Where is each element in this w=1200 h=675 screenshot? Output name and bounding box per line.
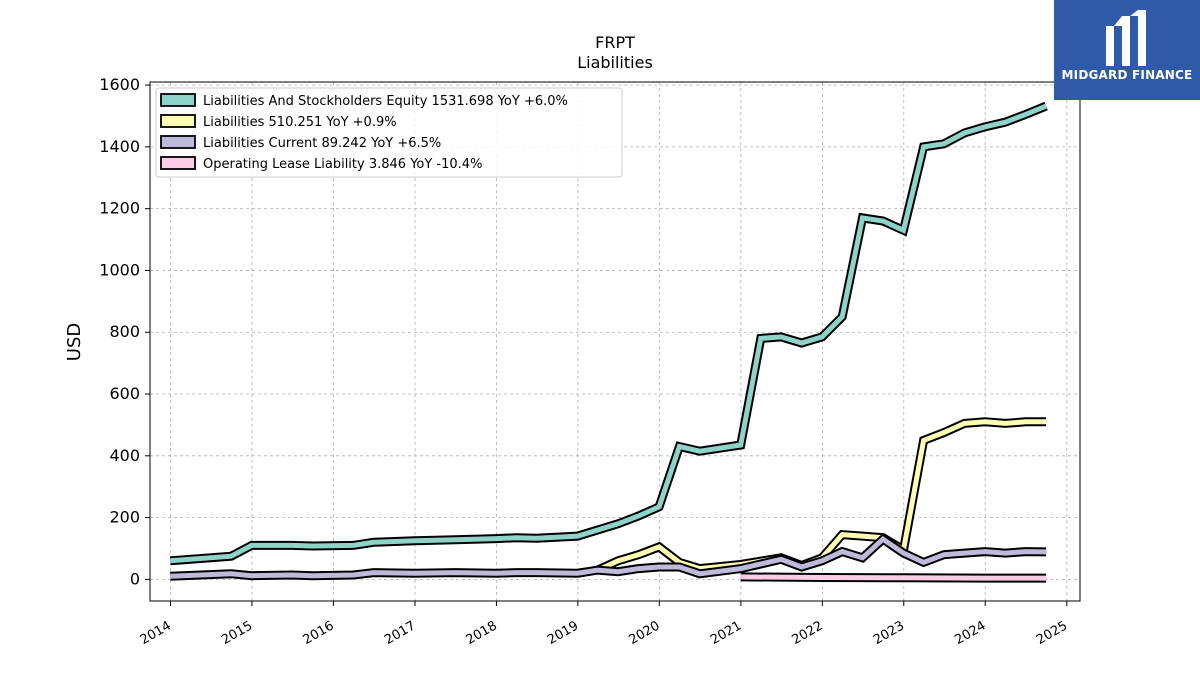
x-tick-label: 2018 [464,618,500,648]
y-tick-label: 1400 [99,137,140,156]
y-tick-label: 600 [109,384,140,403]
series-line-liabilities-and-stockholders-equity [170,103,1048,564]
y-tick-label: 200 [109,508,140,527]
y-tick-label: 800 [109,322,140,341]
x-tick-label: 2025 [1034,618,1070,648]
y-tick-label: 1000 [99,260,140,279]
y-tick-label: 1200 [99,199,140,218]
legend-swatch [160,93,196,107]
y-axis: 0 200 400 600 800 1000 1200 1400 1600 [99,75,150,588]
legend-entry: Liabilities And Stockholders Equity 1531… [203,94,568,109]
x-tick-label: 2016 [301,618,337,648]
brand-logo: MIDGARD FINANCE [1054,0,1200,100]
logo-text: MIDGARD FINANCE [1061,68,1193,82]
x-tick-label: 2017 [382,618,418,648]
x-tick-label: 2022 [790,618,826,648]
legend-swatch [160,156,196,170]
plot-frame [149,81,1081,602]
series-line-liabilities [596,419,1047,573]
chart-subtitle: Liabilities [577,53,653,72]
legend-swatch [160,114,196,128]
legend-entry: Liabilities Current 89.242 YoY +6.5% [203,136,441,151]
x-tick-label: 2014 [138,618,174,648]
x-tick-label: 2015 [219,618,255,648]
series-line-liabilities-current [170,536,1047,579]
x-axis: 2014 2015 2016 2017 2018 2019 2020 2021 2022 2023… [138,601,1070,648]
y-tick-label: 400 [109,446,140,465]
legend: Liabilities And Stockholders Equity 1531… [155,87,623,178]
legend-entry: Liabilities 510.251 YoY +0.9% [203,115,397,130]
y-axis-label: USD [64,323,85,361]
x-tick-label: 2024 [952,618,988,648]
x-tick-label: 2021 [708,618,744,648]
chart-title: FRPT [595,33,635,52]
y-tick-label: 0 [130,569,140,588]
legend-swatch [160,135,196,149]
legend-box [155,87,623,178]
x-tick-label: 2023 [871,618,907,648]
series-layer [169,101,1048,583]
logo-mark-icon [1106,10,1146,66]
y-tick-label: 1600 [99,75,140,94]
series-line-operating-lease-liability [740,574,1047,581]
x-tick-label: 2019 [545,618,581,648]
legend-entry: Operating Lease Liability 3.846 YoY -10.… [203,157,482,172]
x-tick-label: 2020 [626,618,662,648]
